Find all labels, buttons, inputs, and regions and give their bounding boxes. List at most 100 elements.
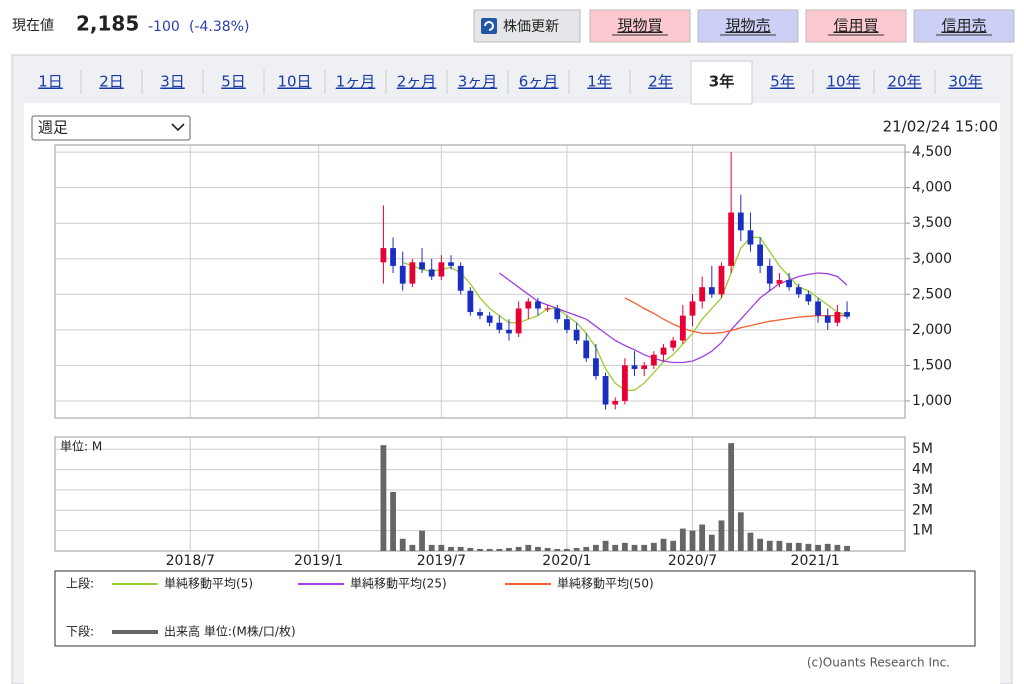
tab-label[interactable]: 1ヶ月	[336, 73, 376, 91]
volume-unit-label: 単位: M	[60, 440, 102, 454]
candle-body	[486, 315, 493, 323]
volume-bar	[496, 548, 503, 551]
candle-body	[457, 265, 464, 291]
volume-bar	[766, 540, 773, 551]
candle-body	[631, 365, 638, 369]
volume-bar	[660, 538, 667, 551]
period-select[interactable]	[31, 115, 191, 141]
tab-label[interactable]: 5年	[770, 73, 795, 91]
tab-label[interactable]: 20年	[887, 73, 921, 91]
legend-upper-label: 上段:	[66, 576, 94, 591]
volume-bar	[612, 544, 619, 551]
tab-label[interactable]: 1日	[38, 73, 63, 91]
x-tick-label: 2020/1	[542, 553, 591, 569]
volume-bar	[544, 547, 551, 551]
select-chevron	[171, 123, 185, 132]
volume-bar	[621, 542, 628, 551]
price-label: 現在値	[12, 18, 54, 34]
legend-label: 単純移動平均(25)	[350, 577, 447, 591]
candle-body	[766, 265, 773, 284]
volume-bar	[602, 540, 609, 551]
tab-label[interactable]: 10年	[826, 73, 860, 91]
candle-body	[554, 308, 561, 320]
price-change-pct: (-4.38%)	[189, 19, 249, 35]
tab-label[interactable]: 6ヶ月	[519, 73, 559, 91]
volume-bar	[477, 548, 483, 551]
tab-label[interactable]: 2日	[99, 73, 124, 91]
button-label[interactable]: 現物売	[725, 17, 770, 35]
candle-body	[718, 265, 725, 295]
button-label[interactable]: 信用売	[941, 17, 986, 35]
y-tick-label: 2,500	[912, 286, 952, 302]
volume-bar	[515, 546, 522, 551]
candle-body	[564, 319, 570, 330]
tab-label-selected[interactable]: 3年	[709, 73, 734, 91]
volume-bar	[834, 544, 841, 551]
tab-label[interactable]: 2ヶ月	[397, 73, 437, 91]
volume-bar	[428, 544, 435, 551]
tab-label[interactable]: 10日	[277, 73, 311, 91]
action-button[interactable]	[913, 9, 1015, 43]
candle-body	[399, 265, 406, 284]
candle-body	[515, 308, 522, 334]
volume-bar	[486, 548, 493, 551]
candle-body	[467, 290, 474, 313]
volume-bar	[593, 544, 599, 551]
legend-label: 単純移動平均(5)	[164, 577, 253, 591]
candle-body	[477, 312, 483, 316]
tab-label[interactable]: 5日	[221, 73, 246, 91]
candle-body	[621, 365, 628, 401]
candle-body	[689, 301, 696, 316]
current-price: 2,185	[76, 12, 139, 36]
candle-body	[409, 262, 416, 284]
button-label[interactable]: 株価更新	[503, 19, 559, 35]
candle-body	[544, 308, 551, 310]
volume-bar	[525, 544, 532, 551]
candle-body	[438, 262, 445, 277]
candle-body	[593, 358, 599, 377]
candle-body	[670, 340, 677, 348]
volume-bar	[747, 532, 754, 551]
candle-body	[650, 354, 657, 366]
candle-body	[535, 301, 541, 309]
button-label[interactable]: 信用買	[833, 17, 878, 35]
period-select-text[interactable]: 週足	[38, 119, 68, 137]
candle-body	[844, 312, 850, 317]
volume-bar	[380, 445, 387, 551]
volume-tick-label: 1M	[912, 523, 933, 539]
tab-label[interactable]: 2年	[648, 73, 673, 91]
volume-bar	[844, 545, 850, 551]
volume-bar	[670, 540, 677, 551]
y-tick-label: 4,500	[912, 144, 952, 160]
x-tick-label: 2018/7	[166, 553, 215, 569]
candle-body	[602, 376, 609, 405]
action-button[interactable]	[805, 9, 907, 43]
tab-label[interactable]: 30年	[948, 73, 982, 91]
volume-bar	[573, 547, 580, 551]
candle-body	[390, 248, 396, 266]
candle-body	[834, 312, 841, 323]
tab-label[interactable]: 3ヶ月	[458, 73, 498, 91]
tab-selected[interactable]	[690, 60, 753, 105]
volume-bar	[631, 544, 638, 551]
volume-bar	[795, 542, 802, 551]
tab-label[interactable]: 3日	[160, 73, 185, 91]
y-tick-label: 3,000	[912, 251, 952, 267]
candle-body	[824, 315, 831, 323]
tab-label[interactable]: 1年	[587, 73, 612, 91]
refresh-arrow	[484, 21, 494, 31]
action-button[interactable]	[697, 9, 799, 43]
candle-body	[660, 347, 667, 355]
volume-bar	[718, 520, 725, 551]
volume-bar	[467, 547, 474, 551]
action-button[interactable]	[589, 9, 691, 43]
timestamp: 21/02/24 15:00	[883, 118, 998, 136]
volume-bar	[824, 543, 831, 551]
candle-body	[380, 248, 387, 263]
y-tick-label: 3,500	[912, 215, 952, 231]
x-tick-label: 2019/7	[417, 553, 466, 569]
button-label[interactable]: 現物買	[617, 17, 662, 35]
volume-bar	[554, 548, 561, 551]
